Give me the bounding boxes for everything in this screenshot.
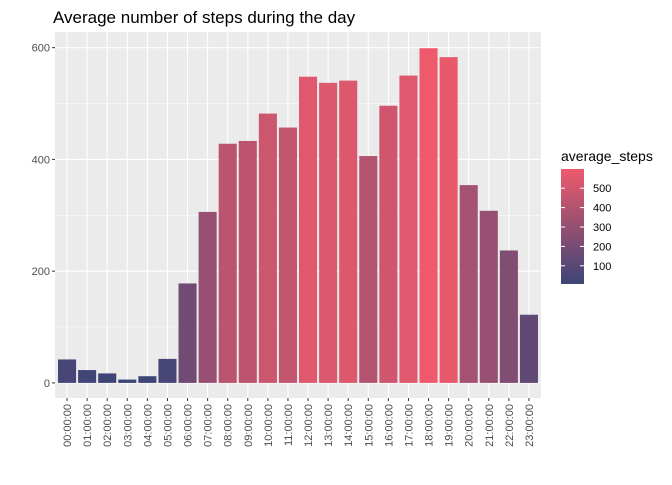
y-tick-label: 200 [32,266,50,278]
bar [499,250,518,383]
x-tick-label: 03:00:00 [122,404,134,447]
bar [238,140,257,383]
x-tick-label: 05:00:00 [162,404,174,447]
x-tick-label: 12:00:00 [303,404,315,447]
bar [319,82,338,383]
legend-label: 200 [593,241,611,253]
bar [178,283,197,383]
y-tick-label: 400 [32,154,50,166]
legend-label: 300 [593,222,611,234]
bar [419,48,438,383]
bar [98,373,117,383]
legend-colorbar [561,169,584,284]
bar [78,370,97,383]
legend-label: 400 [593,203,611,215]
x-tick-label: 17:00:00 [403,404,415,447]
bar [379,105,398,383]
bar [439,57,458,383]
bar [278,127,297,383]
bar [459,185,478,383]
chart-title: Average number of steps during the day [53,8,356,27]
x-tick-label: 01:00:00 [82,404,94,447]
legend-label: 500 [593,183,611,195]
x-tick-label: 02:00:00 [102,404,114,447]
x-tick-label: 20:00:00 [464,404,476,447]
bar [479,210,498,383]
plot-panel: 0 200 400 600 00:00:00 01:00:00 02:00:00 03:00:… [32,32,541,447]
bar [118,379,137,383]
bar [258,113,277,383]
bar [359,156,378,383]
x-tick-label: 04:00:00 [142,404,154,447]
x-tick-label: 13:00:00 [323,404,335,447]
x-tick-label: 10:00:00 [263,404,275,447]
bar [138,376,157,383]
bar [198,211,217,383]
bar [158,358,177,383]
x-tick-label: 18:00:00 [424,404,436,447]
x-tick-label: 09:00:00 [243,404,255,447]
legend: average_steps 500 400 300 200 100 [561,148,653,284]
x-tick-label: 11:00:00 [283,404,295,446]
bar [299,76,318,383]
x-tick-label: 22:00:00 [504,404,516,447]
legend-label: 100 [593,261,611,273]
x-tick-label: 23:00:00 [524,404,536,447]
bar [58,359,77,383]
x-tick-label: 19:00:00 [444,404,456,447]
x-tick-label: 14:00:00 [343,404,355,447]
bar [339,80,358,383]
x-tick-label: 16:00:00 [383,404,395,447]
bar [519,314,538,383]
bar [399,75,418,383]
x-tick-label: 07:00:00 [203,404,215,447]
legend-title: average_steps [561,148,653,164]
x-tick-label: 08:00:00 [223,404,235,447]
x-tick-label: 06:00:00 [183,404,195,447]
x-tick-label: 15:00:00 [363,404,375,447]
bar [218,143,237,383]
y-tick-label: 600 [32,43,50,55]
x-tick-label: 00:00:00 [62,404,74,447]
y-tick-label: 0 [44,378,50,390]
x-tick-label: 21:00:00 [484,404,496,447]
